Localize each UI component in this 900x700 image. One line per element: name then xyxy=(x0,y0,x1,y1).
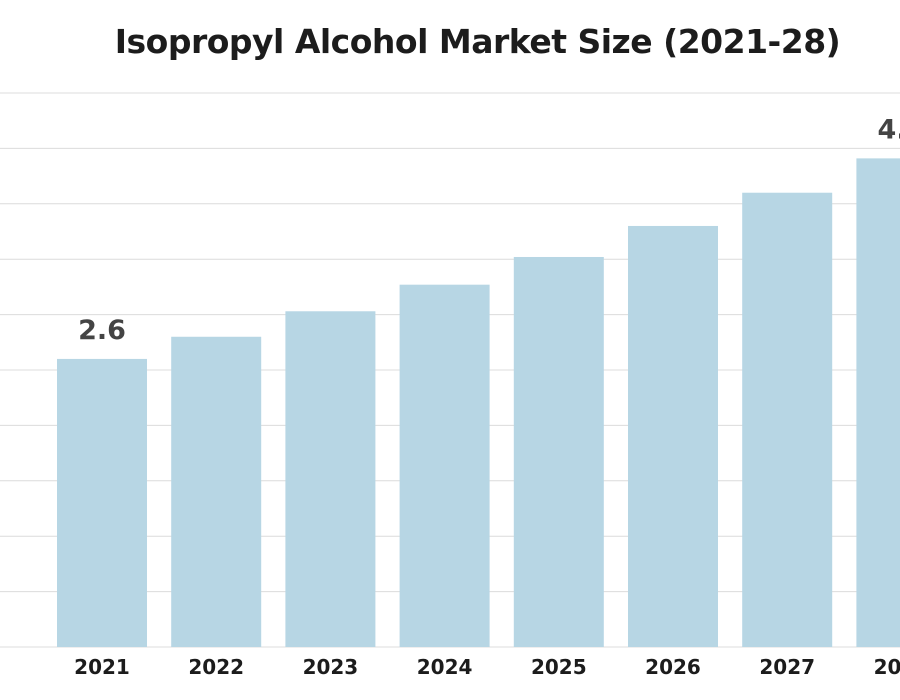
x-tick-label-2021: 2021 xyxy=(74,655,130,679)
bar-2021 xyxy=(57,358,147,647)
bar-2028 xyxy=(856,158,900,647)
x-tick-label-2028: 2028 xyxy=(874,655,900,679)
data-label-2028: 4.4 xyxy=(877,114,900,145)
bar-2026 xyxy=(628,225,718,647)
x-tick-label-2023: 2023 xyxy=(303,655,359,679)
bar-2024 xyxy=(399,284,490,647)
x-tick-label-2027: 2027 xyxy=(759,655,815,679)
x-tick-label-2025: 2025 xyxy=(531,655,587,679)
x-tick-label-2024: 2024 xyxy=(417,655,473,679)
bar-2022 xyxy=(171,336,262,647)
x-tick-label-2022: 2022 xyxy=(188,655,244,679)
data-label-2021: 2.6 xyxy=(78,315,126,346)
chart-title: Isopropyl Alcohol Market Size (2021-28) xyxy=(114,22,841,61)
bar-2025 xyxy=(513,256,604,647)
bar-2023 xyxy=(285,311,376,647)
bar-2027 xyxy=(742,192,833,647)
x-tick-label-2026: 2026 xyxy=(645,655,701,679)
